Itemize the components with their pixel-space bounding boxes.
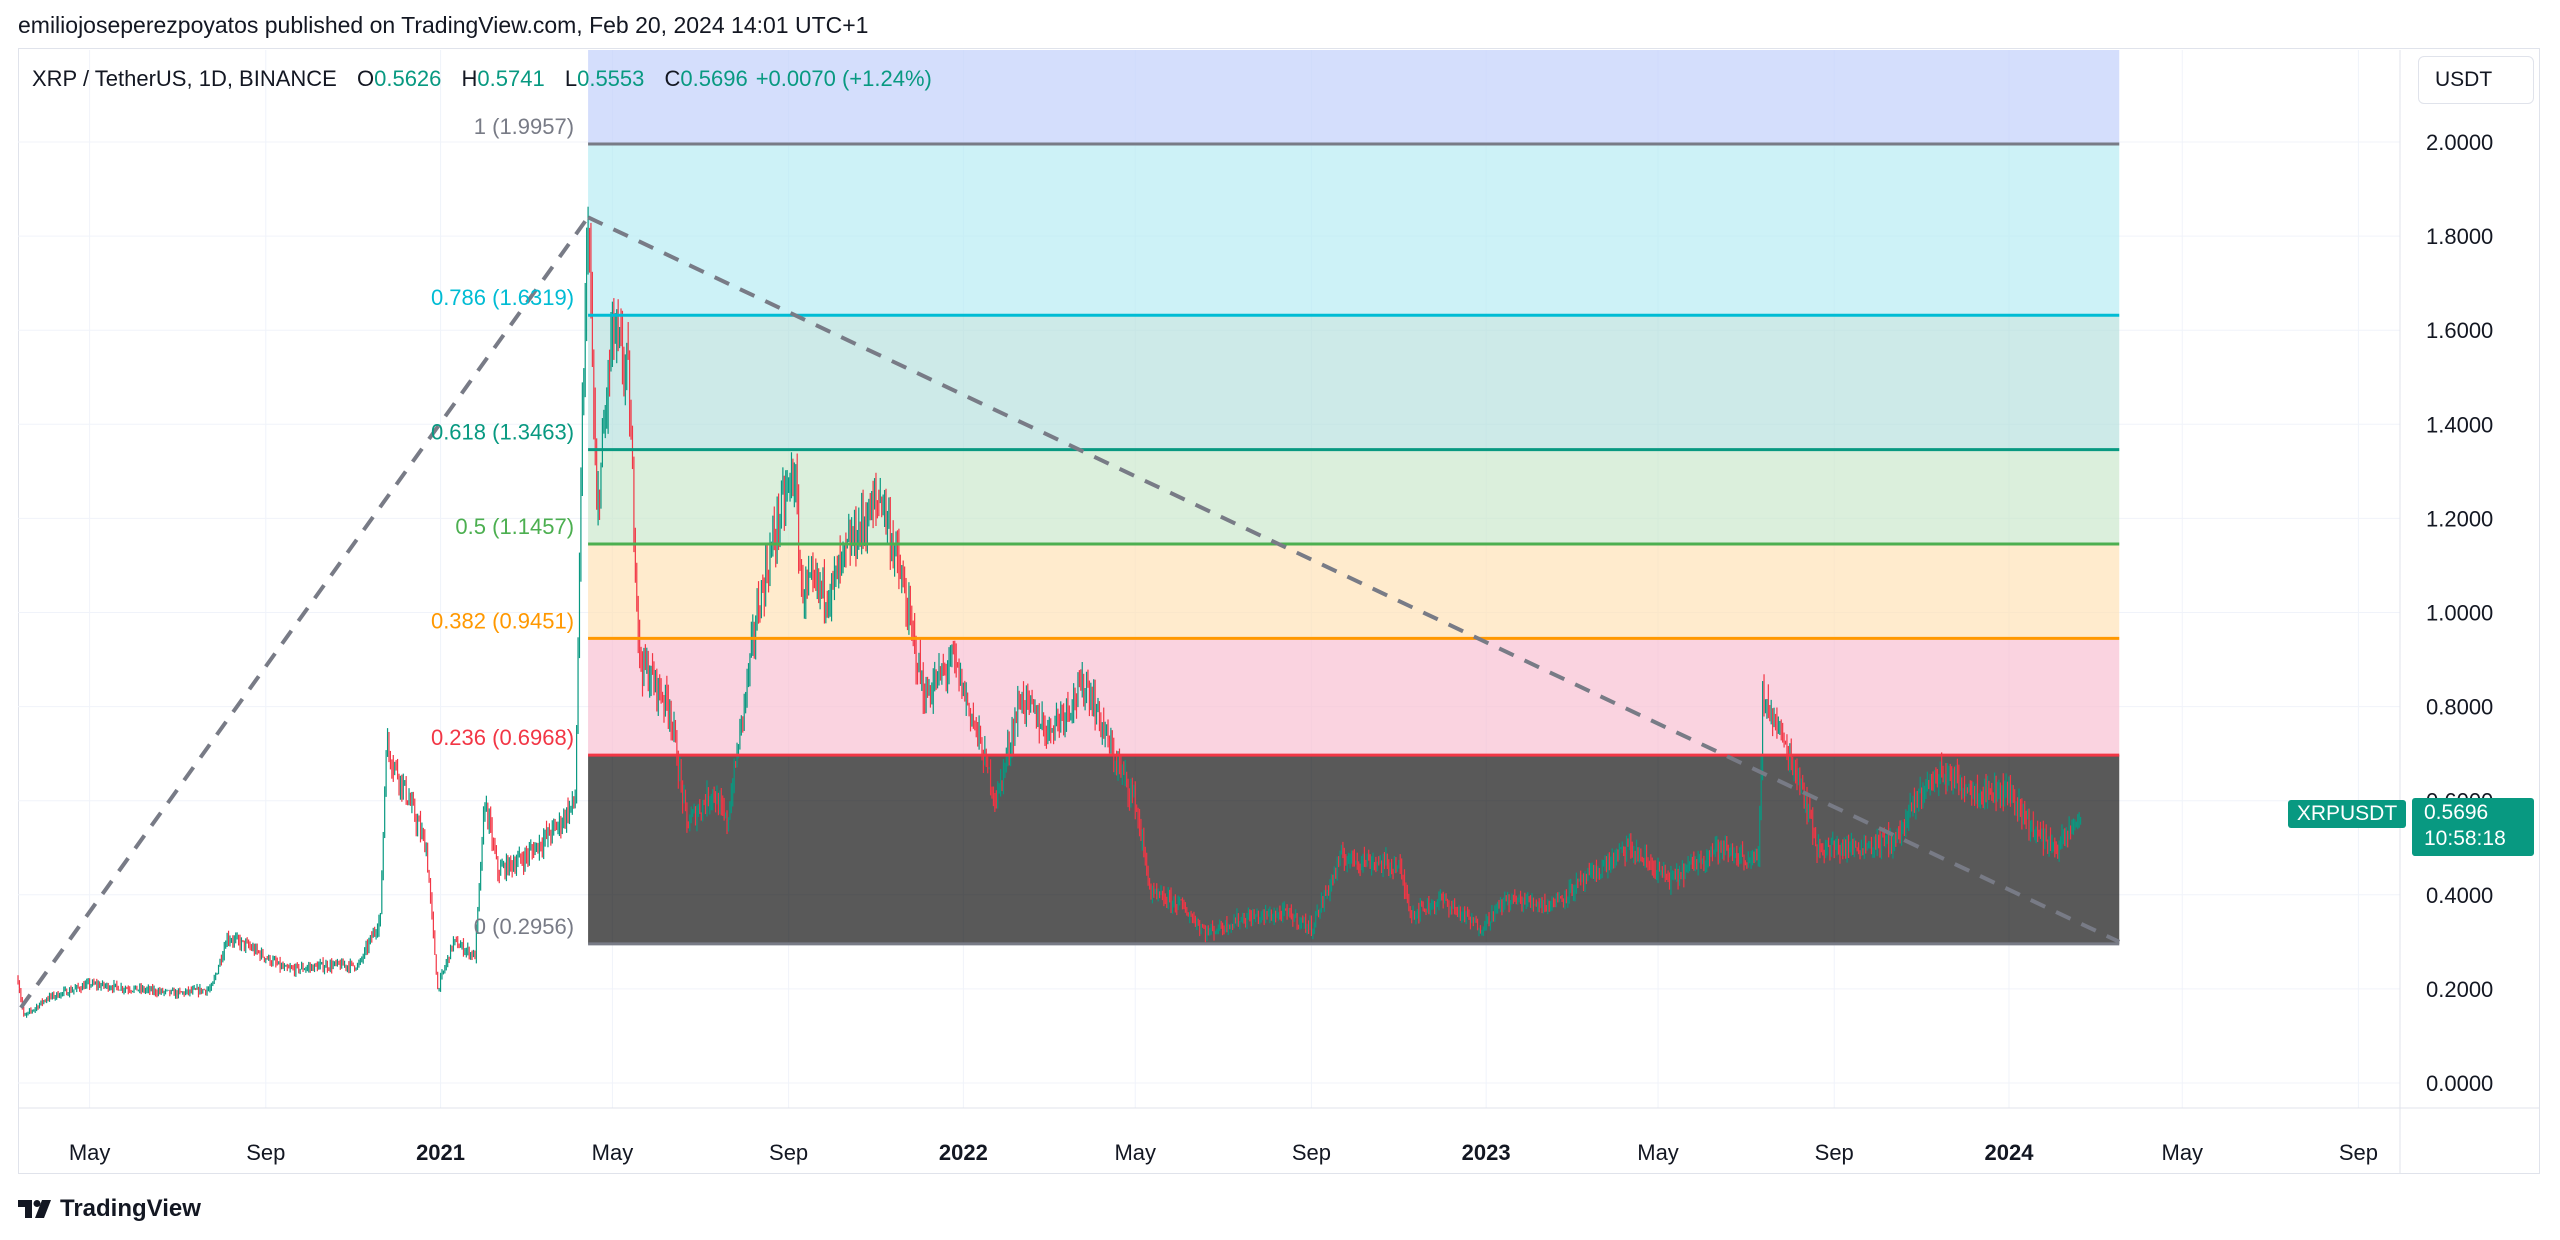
low-value: 0.5553 xyxy=(577,66,645,91)
fib-labels: 1 (1.9957) 0.786 (1.6319) 0.618 (1.3463) 0.… xyxy=(431,114,574,939)
price-tick-label: 2.0000 xyxy=(2426,130,2493,155)
bar-countdown: 10:58:18 xyxy=(2424,827,2506,850)
tradingview-logo-text: TradingView xyxy=(60,1195,201,1222)
last-price-value: 0.5696 xyxy=(2424,801,2489,824)
time-tick-label: Sep xyxy=(246,1140,285,1165)
fib-label-0.618: 0.618 (1.3463) xyxy=(431,420,574,445)
time-tick-label: 2021 xyxy=(416,1140,465,1165)
fib-band-0.618 xyxy=(588,315,2120,450)
time-tick-label: 2022 xyxy=(939,1140,988,1165)
fib-label-1: 1 (1.9957) xyxy=(474,114,574,139)
price-tick-label: 0.0000 xyxy=(2426,1071,2493,1096)
fib-band-0.5 xyxy=(588,449,2120,544)
high-value: 0.5741 xyxy=(477,66,545,91)
currency-button[interactable]: USDT xyxy=(2418,56,2534,104)
change-value: +0.0070 (+1.24%) xyxy=(755,66,932,91)
low-label: L xyxy=(564,66,578,91)
close-value: 0.5696 xyxy=(680,66,748,91)
trend-lines[interactable] xyxy=(19,215,2121,1009)
symbol-title[interactable]: XRP / TetherUS, 1D, BINANCE xyxy=(32,66,337,91)
time-axis[interactable]: May Sep 2021 May Sep 2022 May Sep 2023 May Sep 2024… xyxy=(69,1140,2378,1165)
close-label: C xyxy=(664,66,681,91)
fib-label-0.382: 0.382 (0.9451) xyxy=(431,608,574,633)
fib-label-0: 0 (0.2956) xyxy=(474,914,574,939)
fib-retracement-lines[interactable] xyxy=(588,142,2120,946)
time-tick-label: Sep xyxy=(1815,1140,1854,1165)
fib-retracement-fills xyxy=(588,50,2120,944)
time-tick-label: 2023 xyxy=(1462,1140,1511,1165)
time-tick-label: May xyxy=(69,1140,111,1165)
time-tick-label: May xyxy=(592,1140,634,1165)
price-tick-label: 0.2000 xyxy=(2426,977,2493,1002)
time-tick-label: 2024 xyxy=(1984,1140,2034,1165)
price-tick-label: 1.8000 xyxy=(2426,224,2493,249)
fib-band-0.236 xyxy=(588,638,2120,756)
trend-line-1 xyxy=(19,216,590,1009)
price-tick-label: 1.0000 xyxy=(2426,601,2493,626)
fib-band-0.786 xyxy=(588,144,2120,316)
time-tick-label: May xyxy=(1637,1140,1679,1165)
fib-label-0.786: 0.786 (1.6319) xyxy=(431,285,574,310)
price-tick-label: 1.2000 xyxy=(2426,506,2493,531)
price-axis[interactable]: 2.0000 1.8000 1.6000 1.4000 1.2000 1.0000 0.80… xyxy=(2426,130,2493,1096)
candles xyxy=(17,206,2082,1018)
open-label: O xyxy=(356,66,375,91)
time-tick-label: Sep xyxy=(1292,1140,1331,1165)
price-tick-label: 0.8000 xyxy=(2426,695,2493,720)
tradingview-logo-icon xyxy=(18,1200,51,1218)
high-label: H xyxy=(461,66,478,91)
price-tick-label: 1.4000 xyxy=(2426,412,2493,437)
fib-label-0.236: 0.236 (0.6968) xyxy=(431,725,574,750)
open-value: 0.5626 xyxy=(374,66,442,91)
trend-line-2 xyxy=(587,215,2121,944)
ohlc-legend: XRP / TetherUS, 1D, BINANCE O0.5626 H0.5… xyxy=(32,66,932,92)
fib-label-0.5: 0.5 (1.1457) xyxy=(455,514,574,539)
chart-frame xyxy=(18,48,2540,1174)
time-tick-label: Sep xyxy=(2339,1140,2378,1165)
price-tick-label: 1.6000 xyxy=(2426,318,2493,343)
time-tick-label: Sep xyxy=(769,1140,808,1165)
fib-band-top xyxy=(588,50,2120,145)
ticker-tag: XRPUSDT xyxy=(2288,800,2406,828)
time-tick-label: May xyxy=(2162,1140,2204,1165)
publisher-line: emiliojoseperezpoyatos published on Trad… xyxy=(18,12,869,38)
price-tick-label: 0.4000 xyxy=(2426,883,2493,908)
tradingview-logo[interactable]: TradingView xyxy=(18,1195,201,1223)
last-price-badge: 0.5696 10:58:18 xyxy=(2412,798,2534,856)
time-tick-label: May xyxy=(1114,1140,1156,1165)
